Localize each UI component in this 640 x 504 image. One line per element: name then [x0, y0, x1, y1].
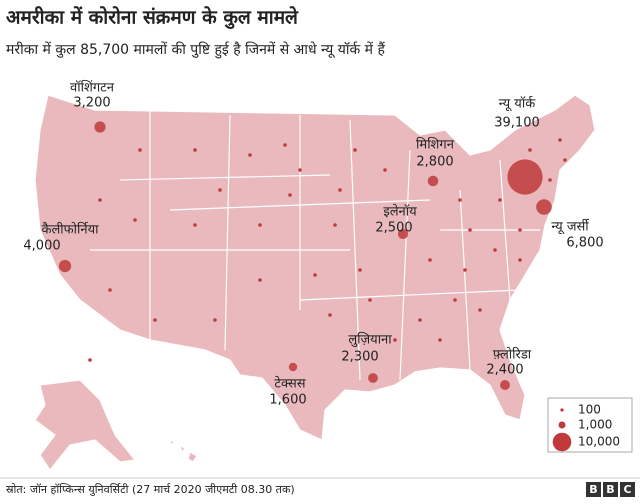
- case-bubble: [94, 121, 106, 133]
- minor-dot: [518, 258, 522, 262]
- minor-dot: [108, 288, 112, 292]
- logo-block: [620, 482, 635, 497]
- minor-dot: [313, 273, 317, 277]
- minor-dot: [418, 318, 422, 322]
- logo-block: [586, 482, 601, 497]
- minor-dot: [383, 168, 387, 172]
- state-name: इलेनॉय: [383, 204, 417, 220]
- title: अमरीका में कोरोना संक्रमण के कुल मामले: [6, 6, 299, 30]
- minor-dots: [88, 138, 567, 362]
- minor-dot: [328, 313, 332, 317]
- case-bubble: [427, 175, 439, 187]
- minor-dot: [493, 248, 497, 252]
- minor-dot: [283, 143, 287, 147]
- legend-bubble: [560, 408, 564, 412]
- state-name: मिशिगन: [416, 137, 455, 153]
- mainland: [34, 94, 596, 441]
- legend-bubble: [552, 432, 572, 452]
- minor-dot: [288, 193, 292, 197]
- legend-bubble: [558, 421, 566, 429]
- case-count: 2,300: [341, 350, 378, 365]
- minor-dot: [518, 228, 522, 232]
- minor-dot: [393, 338, 397, 342]
- minor-dot: [193, 223, 197, 227]
- minor-dot: [558, 138, 562, 142]
- minor-dot: [248, 153, 252, 157]
- legend-label: 100: [578, 403, 601, 417]
- case-bubble: [288, 362, 298, 372]
- minor-dot: [258, 223, 262, 227]
- minor-dot: [298, 168, 302, 172]
- case-count: 2,800: [416, 155, 453, 170]
- minor-dot: [453, 298, 457, 302]
- minor-dot: [458, 198, 462, 202]
- minor-dot: [548, 178, 552, 182]
- subtitle: मरीका में कुल 85,700 मामलों की पुष्टि हु…: [6, 41, 385, 59]
- minor-dot: [338, 188, 342, 192]
- minor-dot: [153, 318, 157, 322]
- logo-letter: B: [606, 483, 614, 496]
- minor-dot: [213, 318, 217, 322]
- us-map: [34, 94, 596, 472]
- source: स्रोत: जॉन हॉप्किन्स युनिवर्सिटी (27 मार…: [6, 483, 295, 496]
- case-bubble: [500, 380, 510, 390]
- minor-dot: [218, 188, 222, 192]
- case-bubble: [397, 228, 409, 240]
- minor-dot: [468, 228, 472, 232]
- minor-dot: [333, 223, 337, 227]
- case-bubble: [368, 373, 378, 383]
- minor-dot: [353, 148, 357, 152]
- minor-dot: [528, 148, 532, 152]
- case-bubble: [58, 259, 72, 273]
- minor-dot: [133, 218, 137, 222]
- alaska: [34, 379, 137, 472]
- case-count: 4,000: [23, 239, 60, 254]
- minor-dot: [438, 338, 442, 342]
- minor-dot: [358, 268, 362, 272]
- minor-dot: [258, 278, 262, 282]
- minor-dot: [428, 258, 432, 262]
- case-count: 2,500: [375, 221, 412, 236]
- minor-dot: [98, 198, 102, 202]
- case-count: 39,100: [494, 116, 540, 131]
- minor-dot: [478, 308, 482, 312]
- state-name: फ़्लोरिडा: [493, 347, 532, 363]
- logo-block: [603, 482, 618, 497]
- case-count: 1,600: [269, 393, 306, 408]
- legend-label: 10,000: [578, 435, 620, 449]
- minor-dot: [193, 148, 197, 152]
- state-name: कैलीफोर्निया: [41, 222, 99, 238]
- minor-dot: [563, 158, 567, 162]
- case-count: 2,400: [486, 363, 523, 378]
- minor-dot: [498, 198, 502, 202]
- state-borders: [90, 110, 540, 381]
- state-name: लुज़ियाना: [348, 332, 392, 348]
- state-name: न्यू जर्सी: [551, 219, 589, 235]
- state-name: वॉशिंगटन: [70, 80, 115, 96]
- logo-letter: B: [589, 483, 597, 496]
- minor-dot: [138, 148, 142, 152]
- logo-letter: C: [623, 483, 631, 496]
- state-name: न्यू यॉर्क: [499, 96, 536, 112]
- case-count: 6,800: [566, 236, 603, 251]
- state-name: टेक्सस: [274, 376, 305, 392]
- minor-dot: [463, 268, 467, 272]
- minor-dot: [88, 358, 92, 362]
- minor-dot: [368, 298, 372, 302]
- hawaii: [169, 438, 198, 463]
- legend-label: 1,000: [578, 418, 612, 432]
- case-bubble: [536, 199, 552, 215]
- case-count: 3,200: [73, 96, 110, 111]
- case-bubble: [507, 159, 543, 195]
